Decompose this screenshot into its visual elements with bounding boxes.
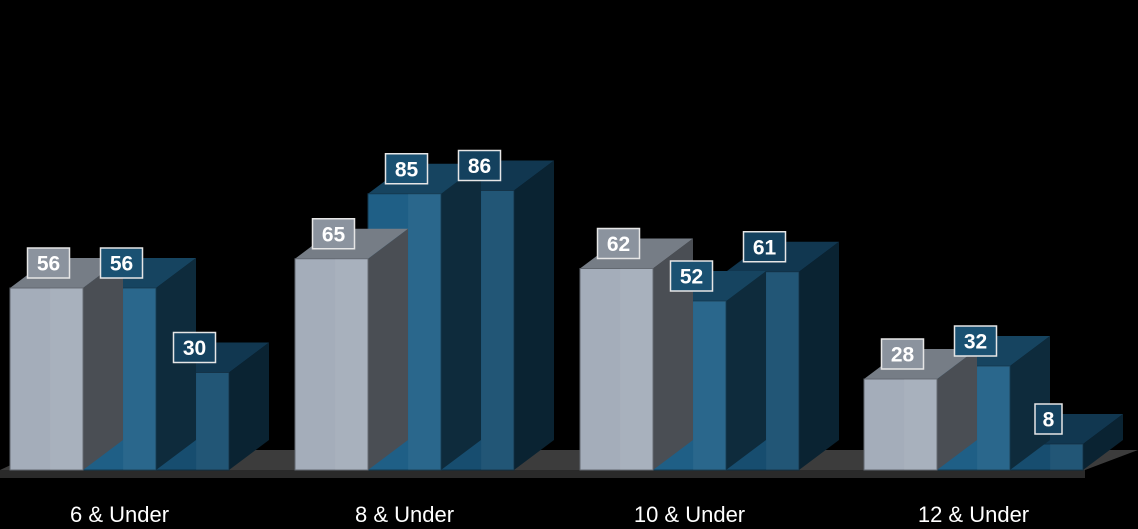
category-label: 10 & Under [634, 502, 745, 527]
data-label-box [669, 260, 714, 292]
bar-front [9, 287, 84, 471]
data-label-box [953, 325, 998, 357]
bar-side [1010, 336, 1050, 470]
bar-side [937, 349, 977, 470]
bar-highlight [335, 258, 368, 470]
bar-highlight [1050, 444, 1083, 470]
bar-highlight [50, 288, 83, 470]
bar-side [726, 271, 766, 470]
bar-highlight [766, 271, 799, 470]
data-label-value: 65 [322, 223, 346, 246]
data-labels-layer: 56 56 30 65 85 86 62 52 61 28 32 8 [26, 149, 1063, 435]
bar-side [653, 238, 693, 470]
data-label-value: 86 [468, 155, 491, 178]
bar-side [229, 342, 269, 470]
bars-layer [9, 160, 1123, 471]
data-label-1-2: 56 [99, 247, 144, 279]
data-label-1-3: 30 [172, 331, 217, 364]
category-label: 8 & Under [355, 502, 454, 527]
data-label-value: 56 [37, 253, 60, 276]
category-label: 6 & Under [70, 502, 169, 527]
bar-front [579, 268, 654, 471]
data-label-value: 28 [891, 344, 915, 367]
data-label-value: 52 [680, 266, 703, 289]
bar-4-1 [863, 349, 977, 471]
bar-highlight [977, 366, 1010, 470]
data-label-box [880, 338, 925, 370]
category-label: 12 & Under [918, 502, 1029, 527]
data-label-value: 61 [753, 236, 777, 259]
bar-front [294, 258, 369, 471]
bar-highlight [408, 193, 441, 470]
bar-highlight [904, 379, 937, 470]
data-label-box [172, 331, 217, 364]
chart-floor [0, 450, 1138, 470]
data-label-value: 56 [110, 253, 133, 276]
bar-highlight [481, 190, 514, 470]
data-label-box [384, 153, 429, 185]
data-label-value: 85 [395, 158, 419, 181]
data-label-box [1034, 403, 1063, 435]
data-label-box [26, 247, 71, 279]
bar-side [514, 160, 554, 470]
bar-1-1 [9, 258, 123, 471]
bar-side [799, 241, 839, 470]
data-label-box [596, 227, 641, 260]
chart-floor-front [0, 470, 1085, 478]
data-label-2-3: 86 [457, 149, 502, 182]
data-label-4-2: 32 [953, 325, 998, 357]
bar-highlight [620, 268, 653, 470]
bar-front [863, 378, 938, 471]
bar-side [1083, 414, 1123, 470]
bar-side [441, 163, 481, 470]
category-labels-layer: 6 & Under 8 & Under 10 & Under 12 & Under [70, 502, 1029, 527]
data-label-value: 62 [607, 233, 630, 256]
data-label-value: 8 [1043, 409, 1055, 432]
data-label-value: 32 [964, 331, 987, 354]
bar-highlight [196, 372, 229, 470]
bar-side [83, 258, 123, 470]
data-label-1-1: 56 [26, 247, 71, 279]
data-label-box [457, 149, 502, 182]
data-label-box [311, 218, 356, 250]
data-label-4-3: 8 [1034, 403, 1063, 435]
bar-3-1 [579, 238, 693, 471]
bar-side [368, 228, 408, 470]
data-label-4-1: 28 [880, 338, 925, 370]
bar-side [156, 258, 196, 470]
bar-highlight [693, 301, 726, 470]
data-label-3-3: 61 [742, 231, 787, 263]
data-label-2-2: 85 [384, 153, 429, 185]
data-label-value: 30 [183, 337, 206, 360]
bar-highlight [123, 288, 156, 470]
bar-2-1 [294, 228, 408, 471]
data-label-2-1: 65 [311, 218, 356, 250]
data-label-box [99, 247, 144, 279]
data-label-3-1: 62 [596, 227, 641, 260]
data-label-box [742, 231, 787, 263]
data-label-3-2: 52 [669, 260, 714, 292]
